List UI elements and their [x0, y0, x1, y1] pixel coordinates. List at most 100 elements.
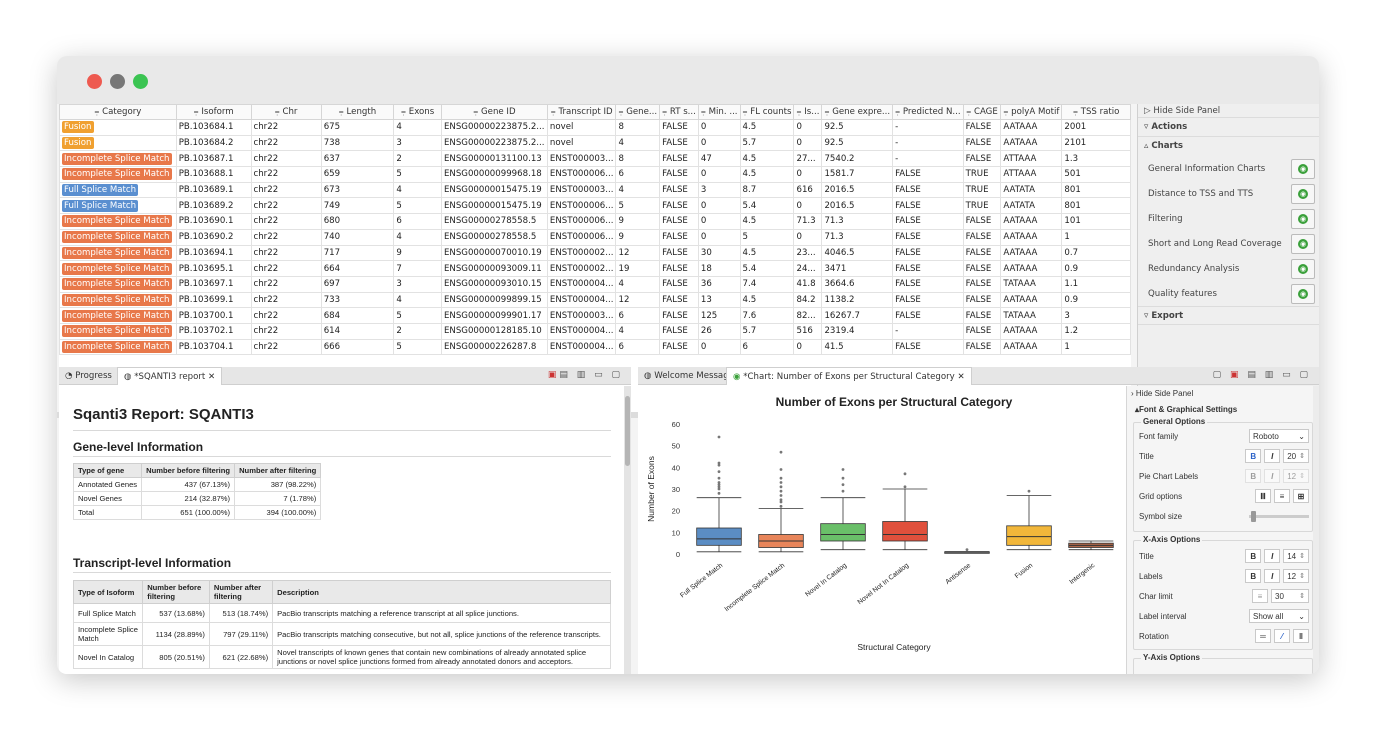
pie-bold-button[interactable]: B [1245, 469, 1262, 483]
grid-both-icon[interactable]: ⊞ [1293, 489, 1309, 503]
table-cell: 4 [615, 275, 661, 293]
chart-item[interactable]: Distance to TSS and TTS ◉ [1148, 181, 1319, 206]
table-row[interactable]: Incomplete Splice Match PB.103697.1 chr22 6… [59, 275, 1131, 293]
x-labels-italic-button[interactable]: I [1264, 569, 1281, 583]
char-limit-toggle[interactable]: ≡ [1252, 589, 1268, 603]
column-header[interactable]: ⩦ Transcript ID [546, 104, 617, 120]
table-row[interactable]: Incomplete Splice Match PB.103702.1 chr22 6… [59, 322, 1131, 340]
grid-horizontal-icon[interactable]: ≡ [1274, 489, 1290, 503]
category-badge: Incomplete Splice Match [62, 262, 172, 275]
export-section[interactable]: ▿ Export [1138, 306, 1319, 325]
rotation-diagonal-icon[interactable]: ⁄ [1274, 629, 1290, 643]
open-chart-button[interactable]: ◉ [1291, 158, 1315, 179]
table-row[interactable]: Incomplete Splice Match PB.103694.1 chr22 7… [59, 244, 1131, 262]
symbol-size-slider[interactable] [1249, 510, 1309, 522]
table-row[interactable]: Incomplete Splice Match PB.103687.1 chr22 6… [59, 150, 1131, 168]
report-scrollbar[interactable] [624, 386, 631, 674]
title-size-spinner[interactable]: 20 ⇕ [1283, 449, 1309, 463]
table-row[interactable]: Incomplete Splice Match PB.103699.1 chr22 7… [59, 291, 1131, 309]
label-interval-select[interactable]: Show all ⌄ [1249, 609, 1309, 623]
table-row[interactable]: Incomplete Splice Match PB.103695.1 chr22 6… [59, 260, 1131, 277]
table-row[interactable]: Incomplete Splice Match PB.103704.1 chr22 6… [59, 338, 1131, 356]
title-italic-button[interactable]: I [1264, 449, 1281, 463]
report-scroll-thumb[interactable] [625, 396, 630, 466]
chart-item[interactable]: Quality features ◉ [1148, 281, 1319, 306]
table-row[interactable]: Incomplete Splice Match PB.103688.1 chr22 6… [59, 166, 1131, 183]
open-chart-button[interactable]: ◉ [1291, 258, 1315, 279]
column-header[interactable]: ⩦ Length [320, 104, 395, 120]
charts-section[interactable]: ▵ Charts [1144, 141, 1183, 151]
report-table-cell: Novel In Catalog [72, 645, 144, 669]
settings-scrollbar[interactable] [1313, 386, 1319, 674]
column-header[interactable]: ⩦ Exons [393, 104, 442, 120]
column-header[interactable]: ⩦ Min. ... [697, 104, 741, 120]
tab-progress[interactable]: ◔ Progress [65, 371, 112, 381]
column-header[interactable]: ⩦ CAGE [962, 104, 1002, 120]
x-title-size-spinner[interactable]: 14 ⇕ [1283, 549, 1309, 563]
x-labels-bold-button[interactable]: B [1245, 569, 1262, 583]
open-chart-button[interactable]: ◉ [1291, 233, 1315, 254]
title-bold-button[interactable]: B [1245, 449, 1262, 463]
table-cell: FALSE [892, 197, 964, 215]
font-family-select[interactable]: Roboto ⌄ [1249, 429, 1309, 443]
column-header[interactable]: ⩦ Isoform [175, 104, 252, 120]
table-cell: 4.5 [739, 291, 795, 309]
chart-item[interactable]: Filtering ◉ [1148, 206, 1319, 231]
column-header[interactable]: ⩦ Predicted N... [892, 104, 964, 120]
report-view-toolbar[interactable]: ▣▤ ▥ ▭ ▢ [547, 370, 623, 380]
close-tab-icon[interactable]: ✕ [208, 372, 216, 382]
table-cell: 733 [320, 291, 395, 309]
chart-item[interactable]: Short and Long Read Coverage ◉ [1148, 231, 1319, 256]
table-cell: 5 [393, 197, 442, 215]
char-limit-spinner[interactable]: 30 ⇕ [1271, 589, 1309, 603]
category-cell: Incomplete Splice Match [59, 275, 177, 293]
tab-chart[interactable]: ◉ *Chart: Number of Exons per Structural… [726, 367, 972, 385]
pie-italic-button[interactable]: I [1264, 469, 1281, 483]
actions-section[interactable]: ▿ Actions [1138, 118, 1319, 137]
x-labels-label: Labels [1139, 571, 1163, 581]
box-0 [696, 527, 742, 546]
close-window-button[interactable] [87, 74, 102, 89]
font-graphical-settings-header[interactable]: ▴Font & Graphical Settings [1135, 405, 1238, 414]
column-header[interactable]: ⩦ TSS ratio [1061, 104, 1131, 120]
table-row[interactable]: Incomplete Splice Match PB.103690.1 chr22 6… [59, 213, 1131, 230]
column-header[interactable]: ⩦ Gene... [615, 104, 661, 120]
x-title-italic-button[interactable]: I [1264, 549, 1281, 563]
rotation-vertical-icon[interactable]: ‖ [1293, 629, 1309, 643]
close-tab-icon[interactable]: ✕ [957, 372, 965, 382]
column-header[interactable]: ⩦ polyA Motif [1000, 104, 1063, 120]
zoom-window-button[interactable] [133, 74, 148, 89]
column-header[interactable]: ⩦ Gene ID [440, 104, 548, 120]
table-row[interactable]: Fusion PB.103684.1 chr22 675 4 ENSG0000022387… [59, 119, 1131, 136]
chart-view-toolbar[interactable]: ▢ ▣ ▤ ▥ ▭ ▢ [1212, 370, 1311, 380]
pie-size-spinner[interactable]: 12 ⇕ [1283, 469, 1309, 483]
x-title-bold-button[interactable]: B [1245, 549, 1262, 563]
table-row[interactable]: Fusion PB.103684.2 chr22 738 3 ENSG0000022387… [59, 134, 1131, 152]
table-row[interactable]: Incomplete Splice Match PB.103690.2 chr22 7… [59, 228, 1131, 246]
open-chart-button[interactable]: ◉ [1291, 208, 1315, 229]
open-chart-button[interactable]: ◉ [1291, 183, 1315, 204]
grid-vertical-icon[interactable]: Ⅲ [1255, 489, 1271, 503]
slider-handle[interactable] [1251, 510, 1256, 522]
tab-report-label: *SQANTI3 report [134, 372, 206, 382]
column-header[interactable]: ⩦ Gene expre... [821, 104, 894, 120]
rotation-horizontal-icon[interactable]: ═ [1255, 629, 1271, 643]
x-labels-size-spinner[interactable]: 12 ⇕ [1283, 569, 1309, 583]
chart-item[interactable]: General Information Charts ◉ [1148, 156, 1319, 181]
table-row[interactable]: Full Splice Match PB.103689.2 chr22 749 5 ENS… [59, 197, 1131, 215]
table-row[interactable]: Full Splice Match PB.103689.1 chr22 673 4 ENS… [59, 181, 1131, 199]
open-chart-button[interactable]: ◉ [1291, 283, 1315, 304]
column-header[interactable]: ⩦ Category [59, 104, 177, 120]
minimize-window-button[interactable] [110, 74, 125, 89]
column-header[interactable]: ⩦ FL counts [739, 104, 795, 120]
table-cell: chr22 [250, 119, 322, 136]
hide-settings-panel-toggle[interactable]: › Hide Side Panel [1131, 389, 1194, 398]
tab-sqanti3-report[interactable]: ◍ *SQANTI3 report ✕ [117, 367, 223, 385]
table-row[interactable]: Incomplete Splice Match PB.103700.1 chr22 6… [59, 307, 1131, 324]
column-header[interactable]: ⩦ Is... [793, 104, 823, 120]
column-header[interactable]: ⩦ Chr [250, 104, 322, 120]
hide-side-panel-toggle[interactable]: ▷ Hide Side Panel [1138, 104, 1319, 118]
column-header[interactable]: ⩦ RT s... [659, 104, 699, 120]
chart-item[interactable]: Redundancy Analysis ◉ [1148, 256, 1319, 281]
tab-welcome-message[interactable]: ◍ Welcome Message [644, 371, 734, 381]
